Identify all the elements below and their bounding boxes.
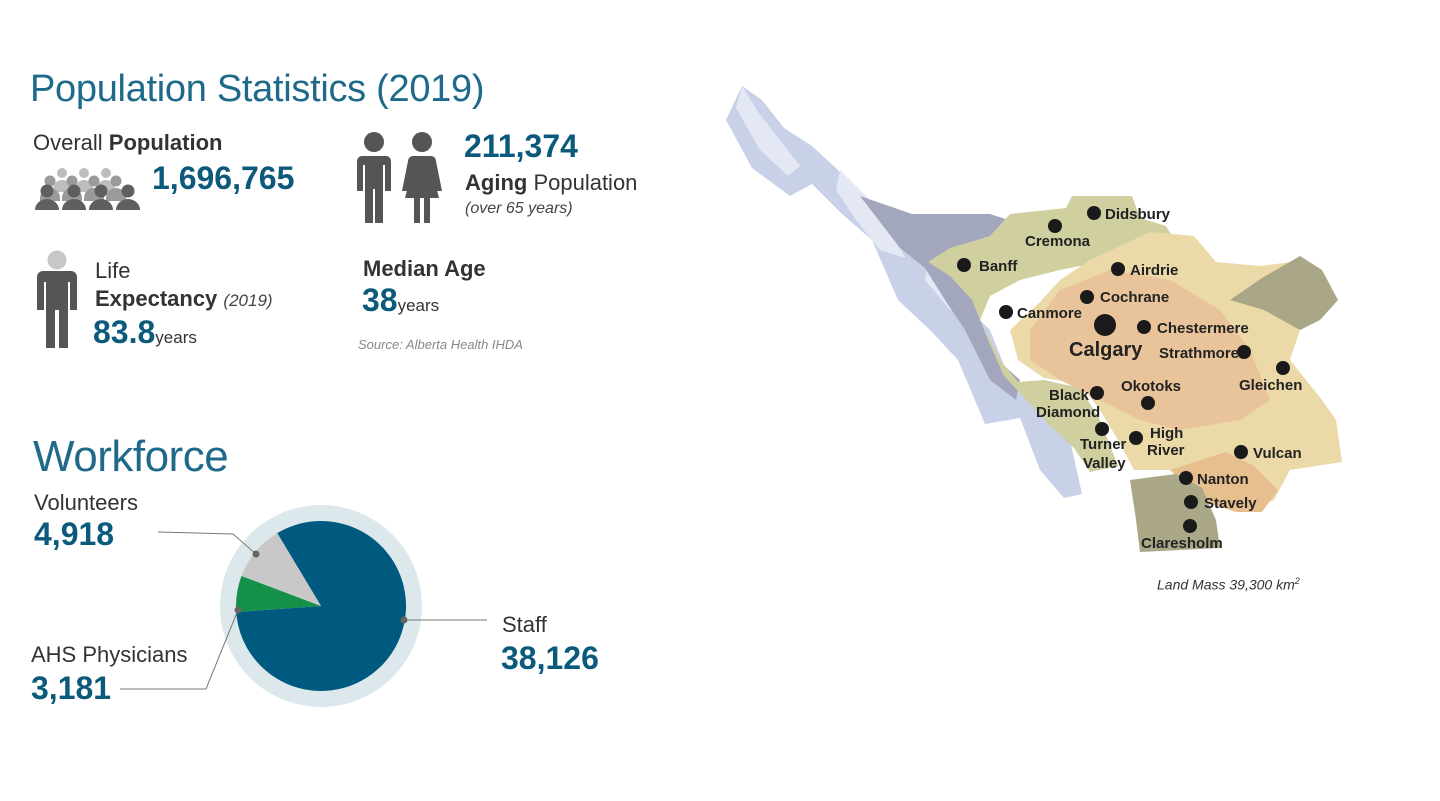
calgary-marker [1094,314,1116,336]
airdrie-marker [1111,262,1125,276]
physicians-label: AHS Physicians [31,642,188,667]
life-expectancy-unit: years [155,328,197,347]
physicians-leader-dot [234,606,242,614]
physicians-value: 3,181 [31,670,112,706]
high-river-marker [1129,431,1143,445]
land-mass-note: Land Mass 39,300 km2 [1157,576,1300,593]
southwest-hills [1130,474,1220,552]
aging-population-value: 211,374 [464,128,578,164]
pie-slice-staff [236,521,407,691]
okotoks-marker [1141,396,1155,410]
aging-population-label: Aging Population [465,170,637,196]
land-mass-label: Land Mass 39,300 km [1157,576,1295,593]
cremona-label: Cremona [1025,233,1091,250]
overall-population-label: Overall Population [33,130,222,156]
calgary-label: Calgary [1069,339,1143,361]
pie-slice-physicians [236,575,321,613]
foothills [928,196,1178,472]
turner-valley-marker [1095,422,1109,436]
life-expectancy-label-2: Expectancy (2019) [95,286,273,312]
stavely-marker [1184,495,1198,509]
median-age-unit: years [397,296,440,315]
high-label: High [1150,425,1183,442]
source-note: Source: Alberta Health IHDA [358,337,523,352]
aging-population-note: (over 65 years) [465,200,573,217]
strathmore-label: Strathmore [1159,345,1239,362]
mountains-west [726,86,1082,498]
chestermere-label: Chestermere [1157,320,1249,337]
mountains-highlight [736,86,965,310]
life-expectancy-value: 83.8 [93,314,156,350]
life-expectancy-label-bold: Expectancy [95,286,218,311]
canmore-label: Canmore [1017,305,1082,322]
chestermere-marker [1137,320,1151,334]
city-labels: Didsbury Cremona Airdrie Banff Cochrane … [979,206,1302,552]
volunteers-value: 4,918 [34,516,115,552]
staff-leader-dot [400,616,408,624]
staff-label: Staff [502,612,547,637]
canmore-marker [999,305,1013,319]
vulcan-marker [1234,445,1248,459]
cochrane-marker [1080,290,1094,304]
river-label: River [1147,442,1185,459]
overall-label-prefix: Overall [33,130,109,155]
median-age-label: Median Age [363,256,486,281]
city-markers [957,206,1290,533]
gleichen-marker [1276,361,1290,375]
gleichen-label: Gleichen [1239,377,1302,394]
aging-label-bold: Aging [465,170,528,195]
vulcan-label: Vulcan [1253,445,1302,462]
crowd-icon [35,168,140,210]
black-label: Black [1049,387,1090,404]
turner-label: Turner [1080,436,1127,453]
workforce-title: Workforce [33,432,229,481]
overall-population-value: 1,696,765 [152,160,295,196]
life-expectancy-label-1: Life [95,258,131,283]
airdrie-label: Airdrie [1130,262,1178,279]
banff-label: Banff [979,258,1018,275]
didsbury-label: Didsbury [1105,206,1171,223]
volunteers-leader-line [157,531,257,555]
median-age-value: 38 [362,282,398,318]
physicians-leader-line [120,609,239,690]
nanton-label: Nanton [1197,471,1249,488]
couple-icon [357,132,442,223]
stavely-label: Stavely [1204,495,1257,512]
workforce-pie-chart [120,505,487,707]
claresholm-marker [1183,519,1197,533]
land-mass-sup: 2 [1294,576,1300,586]
cremona-marker [1048,219,1062,233]
calgary-zone [1030,270,1270,430]
region-map: Didsbury Cremona Airdrie Banff Cochrane … [726,86,1342,552]
didsbury-marker [1087,206,1101,220]
banff-marker [957,258,971,272]
valley-label: Valley [1083,455,1126,472]
black-diamond-marker [1090,386,1104,400]
life-expectancy-year: (2019) [223,291,273,310]
okotoks-label: Okotoks [1121,378,1181,395]
pie-slice-volunteers [241,533,321,606]
person-icon [37,250,77,348]
strathmore-marker [1237,345,1251,359]
life-expectancy-value-row: 83.8years [93,314,197,351]
claresholm-label: Claresholm [1141,535,1223,552]
nanton-marker [1179,471,1193,485]
volunteers-label: Volunteers [34,490,138,515]
cochrane-label: Cochrane [1100,289,1169,306]
staff-value: 38,126 [501,640,599,676]
aging-label-rest: Population [527,170,638,195]
overall-label-bold: Population [108,130,223,155]
population-title: Population Statistics (2019) [30,68,485,110]
median-age-value-row: 38years [362,282,439,319]
diamond-label: Diamond [1036,404,1100,421]
volunteers-leader-dot [252,550,260,558]
east-hills [1230,256,1338,330]
